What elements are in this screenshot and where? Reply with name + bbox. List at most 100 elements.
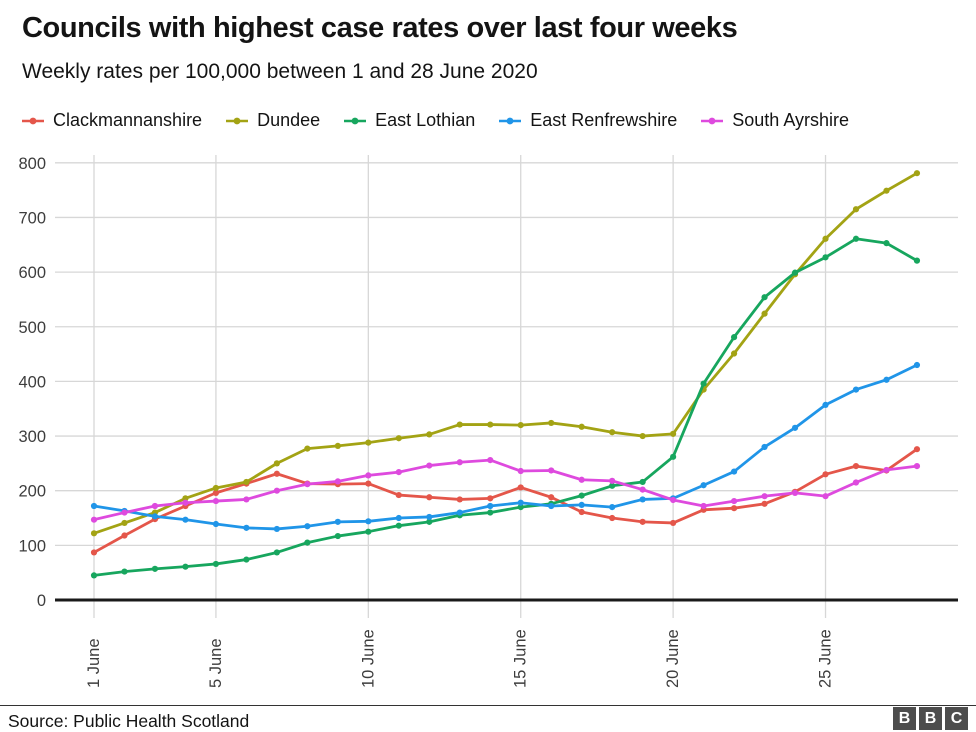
data-point: [730, 334, 738, 341]
series-line: [93, 363, 918, 531]
data-point: [517, 467, 524, 475]
data-point: [90, 530, 98, 537]
data-point: [822, 401, 829, 408]
legend-label: Clackmannanshire: [53, 110, 203, 130]
data-point: [365, 528, 372, 535]
data-point: [670, 453, 677, 460]
data-point: [548, 467, 555, 474]
data-point: [822, 254, 829, 261]
data-point: [822, 235, 829, 242]
series-dundee: [90, 170, 921, 537]
data-point: [456, 496, 463, 503]
data-point: [395, 491, 402, 499]
data-point: [304, 481, 311, 488]
data-point: [243, 556, 250, 563]
data-point: [426, 462, 433, 469]
source-attribution: Source: Public Health Scotland: [8, 711, 250, 731]
data-point: [609, 514, 616, 522]
data-point: [212, 560, 220, 568]
series-south-ayrshire: [90, 456, 921, 523]
legend-item: Dundee: [226, 110, 320, 131]
data-point: [90, 549, 98, 556]
bbc-logo-block: B: [893, 707, 916, 730]
legend: Clackmannanshire Dundee East Lothian East R…: [22, 110, 962, 131]
data-point: [639, 478, 646, 486]
data-point: [90, 572, 98, 579]
data-point: [273, 549, 280, 556]
x-tick-label: 5 June: [207, 638, 225, 688]
data-point: [548, 419, 555, 427]
data-point: [517, 503, 524, 511]
data-point: [212, 497, 220, 505]
data-point: [913, 446, 921, 453]
line-chart: 0 100 200 300 400 500 600 700 800 1 June 5 June 10 …: [18, 155, 958, 688]
data-point: [182, 499, 189, 506]
data-point: [121, 509, 128, 516]
data-point: [578, 508, 585, 516]
data-point: [151, 513, 159, 520]
data-point: [334, 442, 341, 449]
data-point: [761, 500, 768, 507]
y-tick-label: 400: [18, 373, 46, 391]
data-point: [852, 206, 860, 213]
bbc-logo-block: C: [945, 707, 968, 730]
data-point: [883, 466, 890, 474]
data-point: [121, 568, 128, 575]
data-point: [243, 524, 250, 531]
data-point: [395, 435, 402, 442]
y-tick-label: 800: [18, 155, 46, 173]
x-tick-label: 25 June: [817, 629, 835, 688]
data-point: [517, 422, 524, 429]
legend-label: South Ayrshire: [732, 110, 850, 130]
y-tick-label: 600: [18, 264, 46, 282]
data-point: [456, 509, 463, 516]
data-point: [913, 361, 921, 369]
series-marker-icon: [226, 117, 249, 124]
data-point: [883, 187, 890, 194]
chart-subtitle: Weekly rates per 100,000 between 1 and 2…: [22, 60, 538, 83]
data-point: [883, 240, 890, 247]
series-line: [93, 458, 918, 522]
data-point: [761, 443, 768, 451]
legend-item: Clackmannanshire: [22, 110, 202, 131]
data-point: [121, 519, 128, 527]
data-point: [304, 445, 311, 452]
legend-label: East Lothian: [375, 110, 476, 130]
data-point: [151, 565, 159, 572]
data-point: [243, 496, 250, 503]
data-point: [670, 430, 677, 437]
bbc-logo-block: B: [919, 707, 942, 730]
data-point: [426, 494, 433, 501]
series-marker-icon: [499, 117, 522, 124]
data-point: [609, 503, 616, 511]
data-point: [700, 380, 707, 387]
data-point: [426, 513, 433, 521]
data-point: [639, 432, 646, 440]
data-point: [334, 478, 341, 485]
data-point: [212, 484, 220, 492]
data-point: [487, 502, 494, 510]
data-point: [304, 539, 311, 546]
data-point: [700, 502, 707, 510]
y-tick-label: 100: [18, 537, 46, 555]
data-point: [182, 516, 189, 523]
data-point: [365, 480, 372, 487]
data-point: [182, 495, 189, 502]
data-point: [487, 509, 494, 516]
data-point: [487, 495, 494, 502]
data-point: [212, 520, 220, 528]
series-east-renfrewshire: [90, 361, 921, 533]
data-point: [182, 563, 189, 570]
footer-divider: [0, 705, 976, 706]
x-tick-label: 20 June: [664, 629, 682, 688]
data-point: [273, 460, 280, 467]
legend-item: East Renfrewshire: [499, 110, 677, 131]
data-point: [90, 516, 98, 523]
x-tick-label: 1 June: [85, 638, 103, 688]
data-point: [852, 463, 860, 470]
data-point: [90, 502, 98, 510]
data-point: [852, 479, 860, 486]
legend-label: Dundee: [257, 110, 321, 130]
series-marker-icon: [701, 117, 724, 124]
